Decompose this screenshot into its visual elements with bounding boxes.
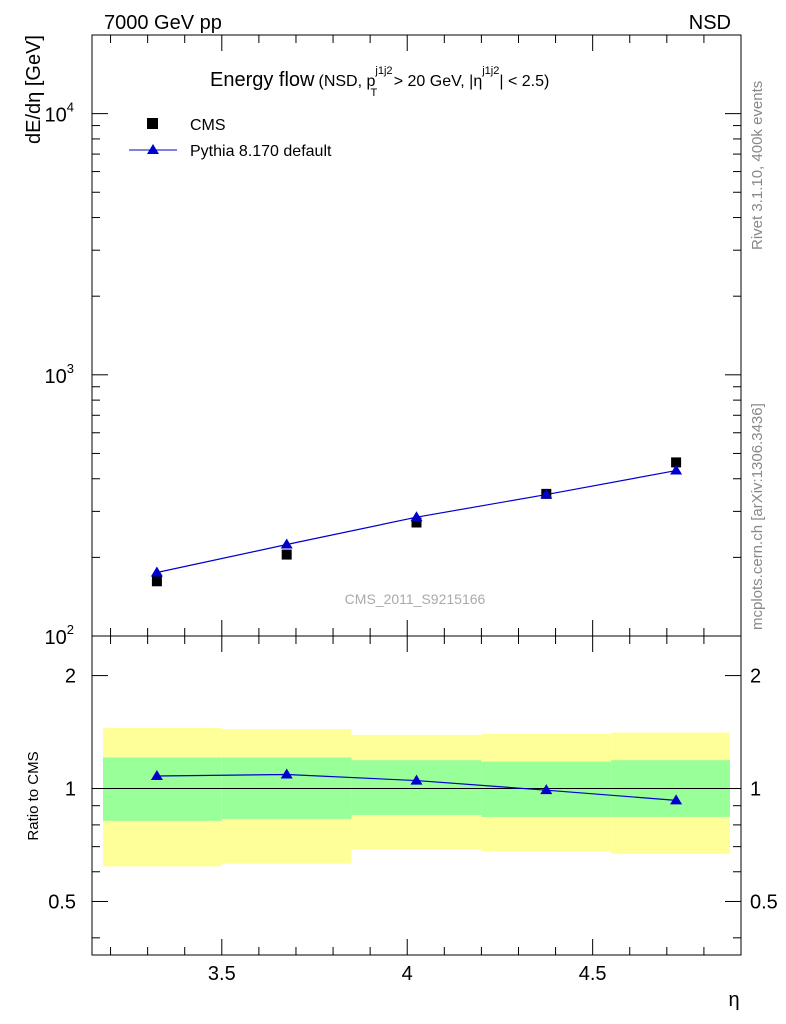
x-tick-label: 4.5 <box>579 963 607 985</box>
ratio-axis-ticks <box>92 636 742 955</box>
main-y-tick-label: 104 <box>45 100 74 127</box>
title-main: Energy flow <box>210 69 315 91</box>
ratio-inner-band <box>351 760 482 816</box>
pythia-point <box>410 511 423 522</box>
analysis-watermark: CMS_2011_S9215166 <box>345 591 486 607</box>
ratio-point <box>280 768 293 779</box>
title-sup-2: j1j2 <box>481 65 499 77</box>
rivet-version-label: Rivet 3.1.10, 400k events <box>749 81 766 250</box>
chart-title: Energy flow (NSD, pj1j2 T > 20 GeV, |ηj1j2… <box>210 65 549 99</box>
ratio-tick-labels: 0.5 0.5 1 1 2 2 3.5 4 4.5 <box>48 666 778 985</box>
x-axis-label: η <box>728 989 739 1011</box>
main-y-tick-label: 102 <box>45 622 74 649</box>
ratio-y-tick-label-left: 1 <box>65 779 76 801</box>
ratio-point <box>540 784 553 795</box>
cms-point <box>151 576 162 587</box>
ratio-y-tick-label-left: 2 <box>65 666 76 688</box>
ratio-y-tick-label-right: 1 <box>750 779 761 801</box>
legend-pythia-marker <box>147 144 159 154</box>
ratio-point <box>410 774 423 785</box>
process-label: NSD <box>689 12 731 34</box>
x-tick-label: 4 <box>402 963 413 985</box>
main-axis-ticks <box>92 34 742 637</box>
ratio-point <box>670 794 683 805</box>
pythia-point <box>280 538 293 549</box>
title-part-a: (NSD, p <box>319 73 376 90</box>
legend-pythia-label: Pythia 8.170 default <box>190 143 332 160</box>
title-sub-1: T <box>371 87 378 99</box>
main-data-layer <box>150 457 683 587</box>
cms-point <box>671 457 682 468</box>
beam-label: 7000 GeV pp <box>104 12 222 34</box>
tick-base: 10 <box>45 366 67 388</box>
ratio-data-layer <box>92 768 741 805</box>
x-tick-label: 3.5 <box>208 963 236 985</box>
pythia-point <box>670 464 683 475</box>
main-y-axis-label: dE/dη [GeV] <box>23 35 45 144</box>
cms-point <box>281 549 292 560</box>
legend-cms-marker <box>147 118 158 129</box>
tick-base: 10 <box>45 105 67 127</box>
pythia-point <box>540 488 553 499</box>
title-part-c: | < 2.5) <box>499 73 549 90</box>
legend: CMS Pythia 8.170 default <box>129 117 332 160</box>
cms-point <box>411 517 422 528</box>
ratio-point <box>150 769 163 780</box>
tick-exponent: 3 <box>67 361 74 376</box>
title-sup-1: j1j2 <box>374 65 392 77</box>
ratio-y-axis-label: Ratio to CMS <box>25 751 42 840</box>
title-part-b: > 20 GeV, |η <box>389 73 482 90</box>
tick-base: 10 <box>45 627 67 649</box>
mcplots-label: mcplots.cern.ch [arXiv:1306.3436] <box>749 403 766 630</box>
tick-exponent: 2 <box>67 622 74 637</box>
tick-exponent: 4 <box>67 100 74 115</box>
pythia-point <box>150 566 163 577</box>
main-y-tick-label: 103 <box>45 361 74 388</box>
ratio-y-tick-label-right: 0.5 <box>750 891 778 913</box>
ratio-y-tick-label-left: 0.5 <box>48 891 76 913</box>
ratio-inner-band <box>103 757 222 821</box>
legend-cms-label: CMS <box>190 117 226 134</box>
ratio-frame <box>91 635 742 956</box>
ratio-panel <box>91 635 742 956</box>
ratio-y-tick-label-right: 2 <box>750 666 761 688</box>
